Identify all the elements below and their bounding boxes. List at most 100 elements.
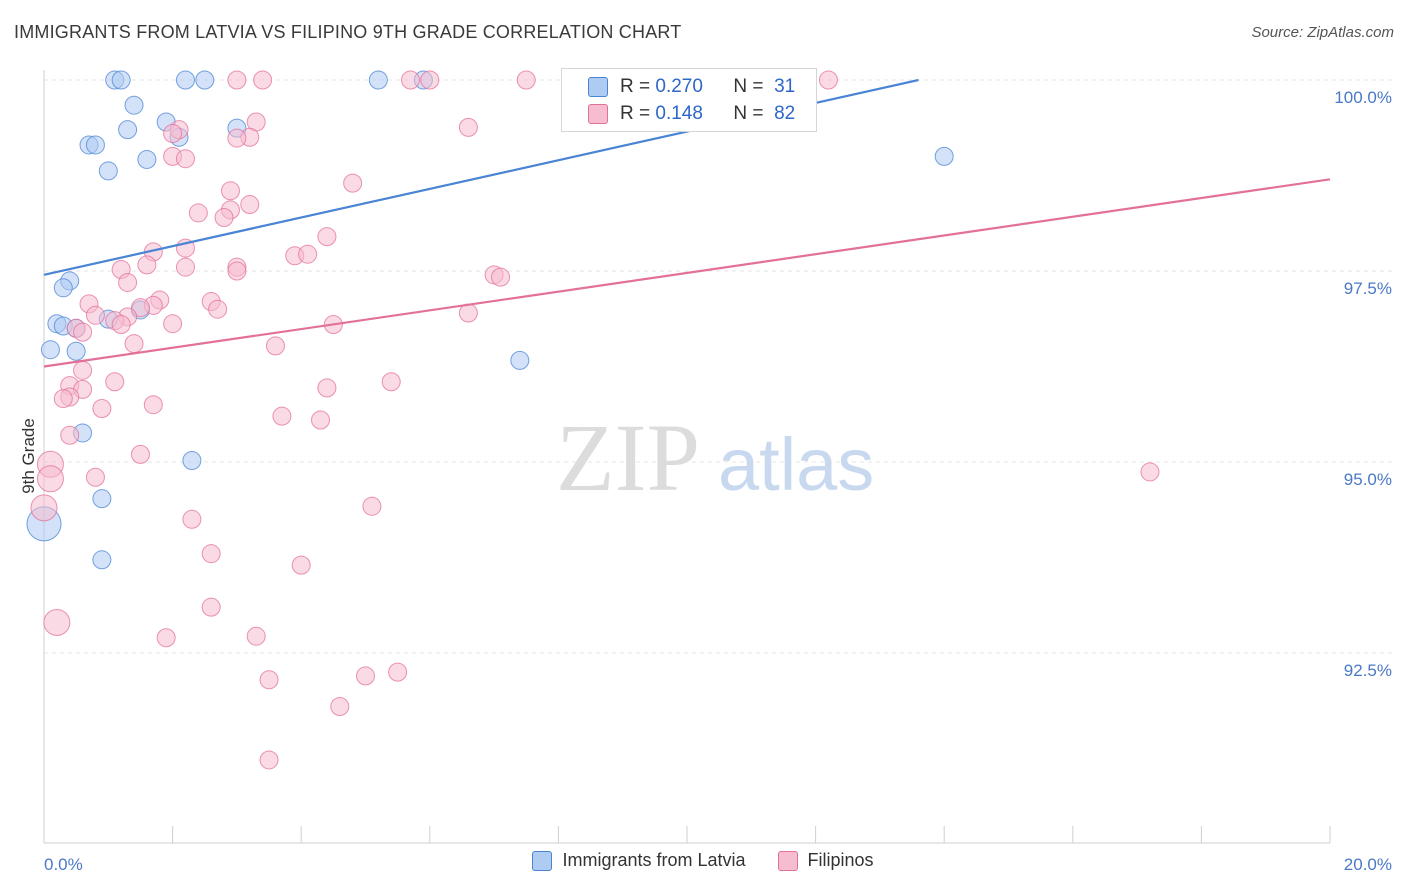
- legend-swatch-latvia: [532, 850, 553, 871]
- legend-row-filipinos: R = 0.148 N = 82: [588, 102, 795, 126]
- filipino-point: [253, 70, 273, 90]
- grid-lines: [44, 79, 1392, 654]
- filipino-point: [73, 360, 93, 380]
- filipino-point: [105, 372, 125, 392]
- filipino-point: [137, 255, 157, 275]
- latvia-point: [98, 161, 118, 181]
- filipino-point: [227, 70, 247, 90]
- legend-swatch-filipinos: [588, 104, 608, 124]
- filipino-point: [420, 70, 440, 90]
- filipino-point: [85, 467, 105, 487]
- filipino-point: [401, 70, 421, 90]
- filipino-point: [30, 494, 58, 522]
- watermark-atlas: atlas: [718, 423, 874, 506]
- legend-r-label: R =: [620, 103, 651, 124]
- legend-n-label: N =: [733, 103, 764, 124]
- filipino-point: [182, 509, 202, 529]
- filipino-point: [92, 399, 112, 419]
- filipino-point: [163, 123, 183, 143]
- filipino-point: [818, 70, 838, 90]
- y-axis-title: 9th Grade: [19, 418, 38, 494]
- y-tick-labels: 92.5% 95.0% 97.5% 100.0%: [1334, 88, 1392, 680]
- latvia-point: [175, 70, 195, 90]
- filipino-point: [214, 208, 234, 228]
- filipino-point: [143, 395, 163, 415]
- latvia-point: [137, 149, 157, 169]
- legend-n-value: 82: [774, 103, 796, 124]
- latvia-point: [111, 70, 131, 90]
- filipino-point: [43, 608, 71, 636]
- legend-r-value: 0.270: [655, 76, 703, 97]
- latvia-point: [510, 350, 530, 370]
- filipino-point: [118, 272, 138, 292]
- legend-label-filipinos: Filipinos: [807, 850, 874, 870]
- filipino-point: [130, 444, 150, 464]
- legend-swatch-filipinos: [777, 850, 798, 871]
- filipino-point: [246, 626, 266, 646]
- filipino-point: [227, 128, 247, 148]
- filipino-point: [291, 555, 311, 575]
- filipino-point: [111, 314, 131, 334]
- filipino-point: [73, 322, 93, 342]
- latvia-point: [66, 341, 86, 361]
- latvia-point: [124, 95, 144, 115]
- x-tick-label-min: 0.0%: [44, 855, 83, 874]
- latvia-point: [368, 70, 388, 90]
- filipino-point: [201, 597, 221, 617]
- filipino-point: [259, 670, 279, 690]
- latvia-point: [40, 340, 60, 360]
- y-tick-label: 100.0%: [1334, 88, 1392, 107]
- filipino-point: [208, 299, 228, 319]
- latvia-point: [118, 120, 138, 140]
- filipino-point: [60, 425, 80, 445]
- filipino-point: [175, 149, 195, 169]
- filipino-point: [317, 227, 337, 247]
- filipino-point: [201, 544, 221, 564]
- y-tick-label: 97.5%: [1344, 279, 1392, 298]
- latvia-point: [53, 278, 73, 298]
- filipino-point: [298, 244, 318, 264]
- y-tick-label: 92.5%: [1344, 661, 1392, 680]
- latvia-point: [92, 489, 112, 509]
- latvia-point: [195, 70, 215, 90]
- filipino-point: [362, 496, 382, 516]
- legend-item-filipinos[interactable]: Filipinos: [777, 850, 874, 871]
- chart-title: IMMIGRANTS FROM LATVIA VS FILIPINO 9TH G…: [14, 22, 682, 42]
- legend-label-latvia: Immigrants from Latvia: [562, 850, 746, 870]
- filipino-trend-line: [43, 178, 1331, 368]
- filipino-point: [259, 750, 279, 770]
- filipino-point: [36, 465, 64, 493]
- y-tick-label: 95.0%: [1344, 470, 1392, 489]
- filipino-point: [265, 336, 285, 356]
- filipino-point: [227, 261, 247, 281]
- filipino-point: [156, 628, 176, 648]
- filipino-point: [220, 181, 240, 201]
- stats-legend: R = 0.270 N = 31 R = 0.148 N = 82: [561, 68, 817, 132]
- latvia-point: [934, 146, 954, 166]
- filipino-point: [1140, 462, 1160, 482]
- latvia-point: [85, 135, 105, 155]
- filipino-point: [240, 195, 260, 215]
- legend-item-latvia[interactable]: Immigrants from Latvia: [532, 850, 746, 871]
- x-tick-label-max: 20.0%: [1344, 855, 1392, 874]
- filipino-point: [458, 117, 478, 137]
- source-label: Source: ZipAtlas.com: [1251, 24, 1394, 41]
- filipino-point: [53, 389, 73, 409]
- filipino-point: [388, 662, 408, 682]
- filipino-point: [272, 406, 292, 426]
- legend-r-value: 0.148: [655, 103, 703, 124]
- filipino-point: [188, 203, 208, 223]
- filipino-point: [130, 298, 150, 318]
- series-legend: Immigrants from Latvia Filipinos: [0, 850, 1406, 871]
- filipino-point: [330, 696, 350, 716]
- filipino-point: [381, 372, 401, 392]
- filipino-point: [163, 314, 183, 334]
- x-tick-marks: [43, 826, 1331, 843]
- filipino-point: [310, 410, 330, 430]
- filipino-point: [343, 173, 363, 193]
- filipino-point: [85, 305, 105, 325]
- legend-row-latvia: R = 0.270 N = 31: [588, 75, 795, 99]
- legend-r-label: R =: [620, 76, 651, 97]
- filipino-point: [124, 334, 144, 354]
- latvia-point: [92, 550, 112, 570]
